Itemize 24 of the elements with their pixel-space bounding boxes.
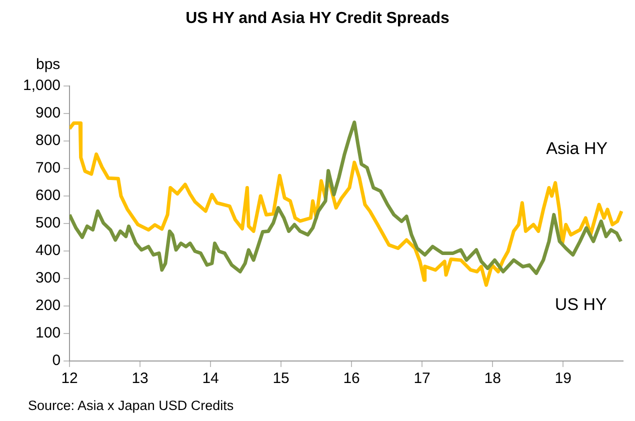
y-tick-label: 100 — [36, 324, 61, 342]
source-note: Source: Asia x Japan USD Credits — [28, 398, 234, 413]
y-tick-label: 1,000 — [22, 77, 61, 94]
y-tick-label: 500 — [36, 214, 61, 232]
x-tick-label: 18 — [484, 370, 501, 388]
y-tick-label: 700 — [36, 160, 61, 177]
x-tick-label: 13 — [132, 370, 148, 388]
y-tick-label: 200 — [36, 297, 61, 314]
x-tick-label: 19 — [554, 370, 572, 388]
x-tick-label: 12 — [61, 370, 78, 388]
x-tick-label: 14 — [202, 370, 219, 388]
y-tick-label: 900 — [36, 104, 61, 122]
y-tick-label: 800 — [36, 132, 61, 150]
x-tick-label: 16 — [343, 370, 360, 388]
x-tick-label: 15 — [272, 370, 290, 388]
y-tick-label: 600 — [36, 187, 61, 204]
series-label: Asia HY — [546, 138, 608, 158]
y-axis-title: bps — [36, 56, 60, 73]
y-tick-label: 0 — [52, 352, 61, 370]
y-tick-label: 300 — [36, 270, 61, 287]
chart-title: US HY and Asia HY Credit Spreads — [184, 10, 450, 28]
x-tick-label: 17 — [414, 370, 430, 388]
series-label: US HY — [554, 295, 607, 314]
y-tick-label: 400 — [36, 242, 61, 260]
